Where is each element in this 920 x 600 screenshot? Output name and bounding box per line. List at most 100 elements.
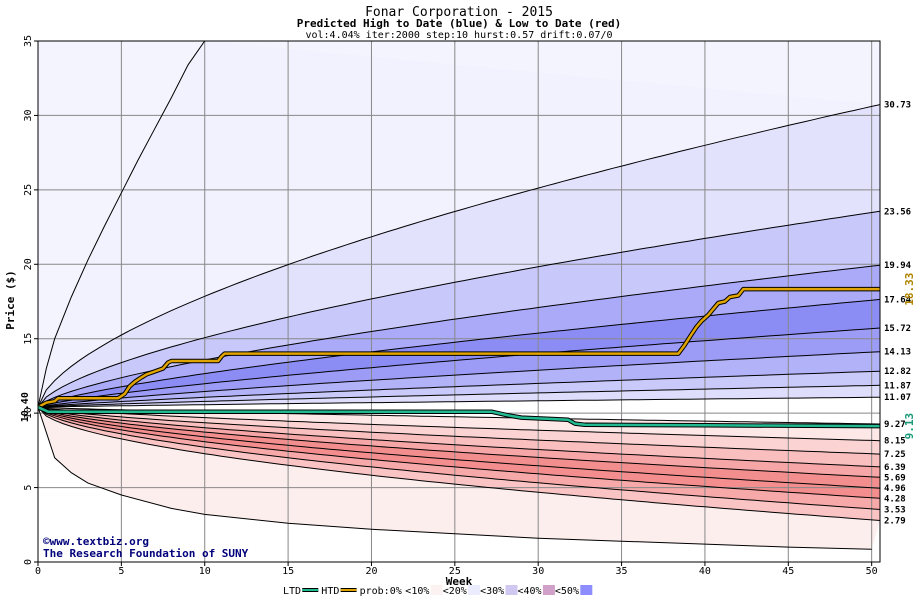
x-tick-label: 25 [449,566,461,577]
band-fill-upper-steep [38,41,880,408]
band-fill-upper-2 [38,211,880,408]
band-end-label: 30.73 [884,101,911,111]
ltd-end-label: 9.13 [903,413,916,440]
band-end-label: 6.39 [884,463,906,473]
plot-frame [37,40,881,563]
credits-website-text: www.textbiz.org [50,535,149,548]
upper-band-line [38,396,880,408]
legend-swatch-fill [505,585,518,595]
band-end-label: 17.64 [884,295,912,305]
band-end-label: 12.82 [884,367,911,377]
x-axis-label: Week [446,575,473,588]
legend-swatch-fill [468,585,481,595]
legend-swatch-fill [580,585,593,595]
ltd-line [38,406,880,428]
lower-band-line [38,406,880,521]
upper-band-line [38,210,880,408]
legend-swatch-fill [542,585,555,595]
lower-band-line [38,406,880,468]
x-tick-label: 0 [35,566,41,577]
price-paths [38,286,880,429]
grid [38,40,880,562]
htd-line [38,287,880,409]
y-tick-label: 15 [23,333,34,345]
band-end-label: 9.27 [884,420,906,430]
outer-upper-line [38,41,206,408]
band-end-labels: 30.73 23.56 19.94 17.64 15.72 14.13 12.82 11.87… [884,101,916,527]
band-end-label: 14.13 [884,348,911,358]
band-end-label: 2.79 [884,516,906,526]
band-fill-lower-outer [38,407,880,550]
lower-band-line [38,406,880,455]
legend-label: LTD [283,586,301,597]
upper-band-line [38,351,880,408]
credits-website: ©www.textbiz.org [43,535,149,548]
band-fill-lower-3 [38,407,880,478]
x-tick-label: 20 [365,566,377,577]
x-tick-label: 50 [866,566,878,577]
lower-band-line [38,406,880,499]
start-price-label: 10.40 [20,392,31,422]
band-end-label: 15.72 [884,324,911,334]
band-end-label: 23.56 [884,207,911,217]
x-tick-label: 45 [782,566,794,577]
band-end-label: 4.96 [884,484,906,494]
band-end-label: 19.94 [884,261,912,271]
band-end-label: 4.28 [884,494,906,504]
legend-label: <10% [405,586,429,597]
y-tick-label: 25 [23,184,34,196]
band-fill-upper-3 [38,265,880,408]
band-end-label: 11.07 [884,393,911,403]
x-tick-label: 10 [199,566,211,577]
band-end-label: 3.53 [884,505,906,515]
band-fill-upper-6 [38,351,880,408]
band-end-label: 7.25 [884,450,906,460]
credits: ©www.textbiz.org The Research Foundation… [43,535,249,560]
band-fill-lower-4 [38,407,880,489]
y-tick-label: 10 [23,407,34,419]
legend-label: HTD [321,586,339,597]
x-tick-label: 5 [118,566,124,577]
lower-band-line [38,406,880,442]
band-fill-upper-7 [38,371,880,408]
upper-band-line [38,264,880,408]
axes: 0 5 10 15 20 25 30 35 40 45 50 0 5 10 15 20 25 30 35 10.40 [20,35,878,577]
band-fill-upper-5 [38,328,880,408]
lower-band-line [38,406,880,478]
y-tick-label: 20 [23,258,34,270]
y-tick-label: 5 [23,485,34,491]
band-lines [38,41,880,550]
y-tick-label: 0 [23,559,34,565]
band-fill-lower-0 [38,407,880,441]
band-fill-upper-1 [38,104,880,408]
legend-label: <30% [480,586,504,597]
upper-band-line [38,327,880,408]
credits-organization: The Research Foundation of SUNY [43,547,249,560]
probability-bands [38,41,880,550]
x-tick-label: 40 [699,566,711,577]
outer-lower-line [38,407,872,550]
band-fill-lower-5 [38,407,880,499]
x-tick-label: 30 [532,566,544,577]
upper-band-line [38,298,880,408]
lower-band-line [38,406,880,510]
chart-params: vol:4.04% iter:2000 step:10 hurst:0.57 d… [305,30,612,41]
legend-label: prob:0% [360,586,402,597]
legend: LTD HTD prob:0% <10% <20% <30% <40% <50% [283,585,593,597]
x-tick-label: 35 [616,566,628,577]
chart-title: Fonar Corporation - 2015 [365,5,553,20]
upper-band-line [38,384,880,408]
legend-swatch-fill [430,585,443,595]
legend-label: <40% [518,586,542,597]
y-tick-label: 30 [23,109,34,121]
y-tick-label: 35 [23,35,34,47]
upper-band-line [38,370,880,408]
x-tick-label: 15 [282,566,294,577]
chart-subtitle: Predicted High to Date (blue) & Low to D… [297,17,622,30]
lower-band-line [38,406,880,489]
band-end-label: 5.69 [884,473,906,483]
band-fill-upper-8 [38,385,880,408]
upper-band-line [38,104,880,408]
band-fill-lower-1 [38,407,880,455]
